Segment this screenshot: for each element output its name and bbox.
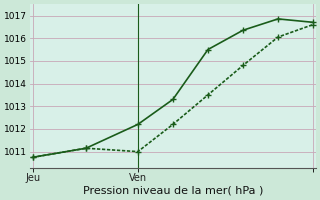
X-axis label: Pression niveau de la mer( hPa ): Pression niveau de la mer( hPa ): [83, 186, 263, 196]
